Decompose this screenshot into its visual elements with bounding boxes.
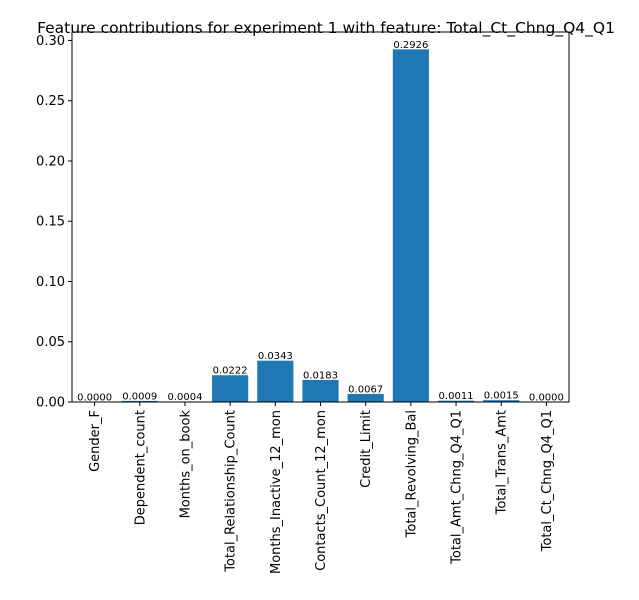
data-label: 0.0015 [484, 391, 519, 402]
y-tick-label: 0.10 [36, 275, 65, 290]
y-tick-label: 0.20 [36, 154, 65, 169]
x-tick-label: Dependent_count [133, 410, 148, 525]
bar [393, 49, 429, 402]
y-tick-label: 0.15 [36, 215, 65, 230]
x-tick-label: Months_on_book [178, 410, 193, 519]
x-tick-label: Total_Amt_Chng_Q4_Q1 [450, 410, 465, 565]
x-tick-label: Total_Ct_Chng_Q4_Q1 [540, 410, 555, 552]
y-tick-label: 0.30 [36, 34, 65, 49]
y-tick-label: 0.00 [36, 396, 65, 411]
chart-title: Feature contributions for experiment 1 w… [37, 19, 615, 38]
data-label: 0.2926 [393, 40, 428, 51]
x-axis: Gender_F Dependent_count Months_on_book Tot… [88, 402, 555, 574]
x-tick-label: Months_Inactive_12_mon [269, 410, 284, 574]
x-tick-label: Total_Trans_Amt [495, 410, 510, 515]
y-tick-label: 0.05 [36, 335, 65, 350]
plot-frame [72, 32, 569, 402]
data-label: 0.0067 [348, 384, 383, 395]
x-tick-label: Contacts_Count_12_mon [314, 410, 329, 571]
bar [257, 361, 293, 402]
x-tick-label: Total_Relationship_Count [224, 410, 239, 573]
x-tick-label: Total_Revolving_Bal [404, 410, 419, 538]
data-label: 0.0183 [303, 370, 338, 381]
bar [212, 375, 248, 402]
bar [302, 380, 338, 402]
x-tick-label: Credit_Limit [359, 410, 374, 488]
y-axis: 0.00 0.05 0.10 0.15 0.20 0.25 0.30 [36, 34, 72, 411]
data-label: 0.0009 [122, 391, 157, 402]
x-tick-label: Gender_F [88, 410, 103, 472]
data-label: 0.0343 [258, 351, 293, 362]
data-label: 0.0011 [439, 391, 474, 402]
data-label: 0.0222 [213, 366, 248, 377]
data-label: 0.0004 [167, 392, 202, 403]
y-tick-label: 0.25 [36, 94, 65, 109]
bars-layer [122, 49, 520, 402]
